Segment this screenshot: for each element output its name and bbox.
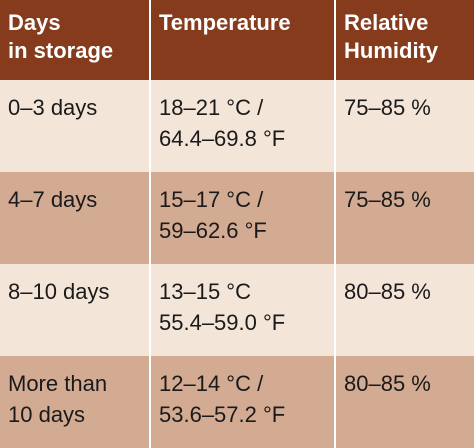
humidity-cell: 80–85 % bbox=[334, 264, 474, 356]
table-row: 0–3 days 18–21 °C / 64.4–69.8 °F 75–85 % bbox=[0, 80, 474, 172]
days-cell: 4–7 days bbox=[0, 172, 150, 264]
table-row: 4–7 days 15–17 °C / 59–62.6 °F 75–85 % bbox=[0, 172, 474, 264]
header-row: Days in storage Temperature Relative Hum… bbox=[0, 0, 474, 80]
humidity-cell: 80–85 % bbox=[334, 356, 474, 448]
header-days-in-storage: Days in storage bbox=[0, 0, 150, 80]
temperature-cell: 12–14 °C / 53.6–57.2 °F bbox=[149, 356, 335, 448]
days-cell: 8–10 days bbox=[0, 264, 150, 356]
header-relative-humidity: Relative Humidity bbox=[334, 0, 474, 80]
header-temperature: Temperature bbox=[149, 0, 335, 80]
temperature-cell: 15–17 °C / 59–62.6 °F bbox=[149, 172, 335, 264]
days-cell: More than 10 days bbox=[0, 356, 150, 448]
table-row: 8–10 days 13–15 °C 55.4–59.0 °F 80–85 % bbox=[0, 264, 474, 356]
table-row: More than 10 days 12–14 °C / 53.6–57.2 °… bbox=[0, 356, 474, 448]
temperature-cell: 18–21 °C / 64.4–69.8 °F bbox=[149, 80, 335, 172]
humidity-cell: 75–85 % bbox=[334, 172, 474, 264]
days-cell: 0–3 days bbox=[0, 80, 150, 172]
temperature-cell: 13–15 °C 55.4–59.0 °F bbox=[149, 264, 335, 356]
humidity-cell: 75–85 % bbox=[334, 80, 474, 172]
